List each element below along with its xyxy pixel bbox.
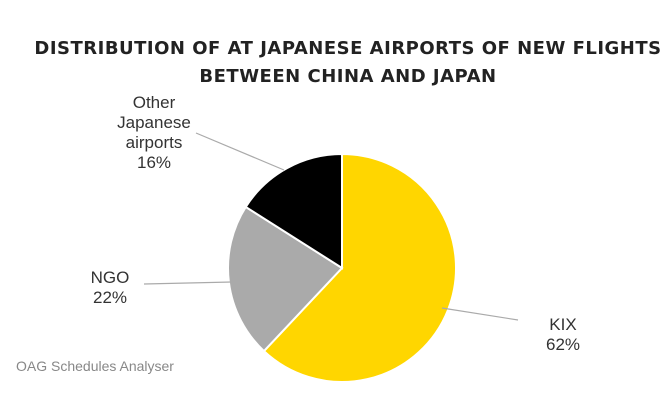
chart-title-line-2: BETWEEN CHINA AND JAPAN xyxy=(199,66,496,87)
slice-label-other: Other xyxy=(133,93,176,112)
slice-label-other: Japanese xyxy=(117,113,191,132)
leader-line-ngo xyxy=(143,281,233,285)
pie-slice-kix xyxy=(262,152,457,383)
pie-slice-other xyxy=(244,152,343,270)
leader-line-other xyxy=(195,132,285,171)
pie-slices xyxy=(227,152,457,383)
chart-title: DISTRIBUTION OF AT JAPANESE AIRPORTS OF … xyxy=(34,38,660,87)
chart-title-line-1: DISTRIBUTION OF AT JAPANESE AIRPORTS OF … xyxy=(34,38,660,59)
slice-label-ngo: NGO xyxy=(91,268,130,287)
slice-pct-other: 16% xyxy=(137,153,171,172)
slice-label-kix: KIX xyxy=(549,315,576,334)
leader-lines xyxy=(143,132,519,321)
slice-label-other: airports xyxy=(126,133,183,152)
slice-pct-kix: 62% xyxy=(546,335,580,354)
source-note: OAG Schedules Analyser xyxy=(16,358,174,374)
slice-pct-ngo: 22% xyxy=(93,288,127,307)
leader-line-kix xyxy=(441,307,519,321)
